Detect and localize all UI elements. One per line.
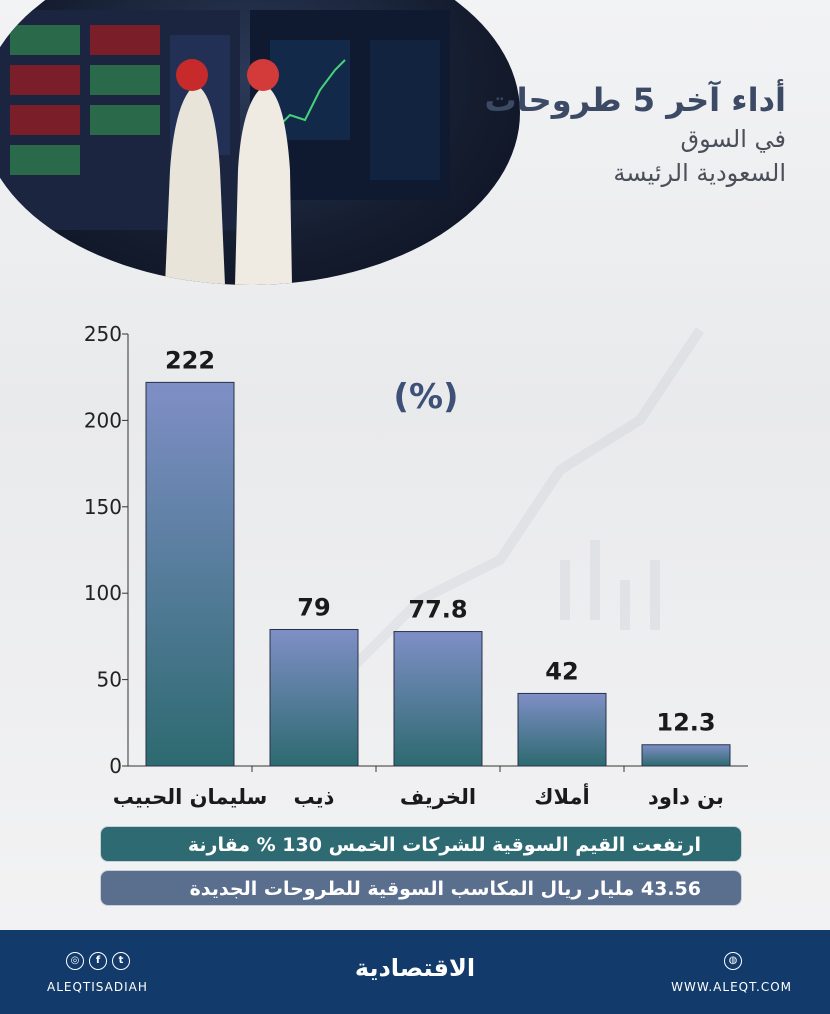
bar-chart: 0 50 100 150 200 250 222 سليمان الحبيب 79 ذيب 77.… — [84, 322, 748, 809]
bar — [145, 381, 235, 767]
category-label: ذيب — [294, 785, 335, 809]
category-label: سليمان الحبيب — [113, 785, 268, 809]
note-market-gains: 43.56 مليار ريال المكاسب السوقية للطروحا… — [100, 870, 742, 906]
data-label: 12.3 — [656, 709, 715, 737]
y-tick-label: 250 — [84, 322, 122, 346]
data-label: 42 — [545, 657, 578, 685]
unit-label: (%) — [393, 377, 458, 417]
category-label: أملاك — [534, 782, 589, 809]
instagram-icon[interactable]: ◎ — [66, 952, 84, 970]
facebook-icon[interactable]: f — [89, 952, 107, 970]
twitter-icon[interactable]: t — [112, 952, 130, 970]
y-tick-label: 0 — [109, 754, 122, 778]
y-tick-label: 150 — [84, 495, 122, 519]
data-label: 79 — [297, 593, 330, 621]
footer: ◎ f t ALEQTISADIAH الاقتصادية ◍ WWW.ALEQ… — [0, 930, 830, 1014]
chart-subtitle-1: في السوق — [680, 125, 786, 153]
social-icons: ◎ f t — [66, 952, 130, 970]
logo: الاقتصادية — [354, 954, 476, 982]
category-label: الخريف — [400, 785, 476, 809]
category-label: بن داود — [648, 785, 724, 809]
chart-title: أداء آخر 5 طروحات — [484, 81, 786, 119]
y-tick-label: 100 — [84, 581, 122, 605]
note-market-value: ارتفعت القيم السوقية للشركات الخمس 130 %… — [100, 826, 742, 892]
chart-subtitle-2: السعودية الرئيسة — [613, 159, 786, 187]
bar — [393, 631, 483, 767]
globe-icon: ◍ — [724, 952, 742, 970]
title-block: أداء آخر 5 طروحات في السوق السعودية الرئ… — [484, 78, 786, 190]
y-tick-label: 50 — [97, 668, 122, 692]
website-link[interactable]: WWW.ALEQT.COM — [671, 980, 792, 994]
bar — [269, 628, 359, 767]
bar — [517, 692, 607, 767]
data-label: 77.8 — [408, 596, 467, 624]
social-handle[interactable]: ALEQTISADIAH — [47, 980, 148, 994]
data-label: 222 — [165, 346, 215, 374]
header-photo — [0, 0, 520, 285]
bar — [641, 744, 731, 767]
y-tick-label: 200 — [84, 408, 122, 432]
